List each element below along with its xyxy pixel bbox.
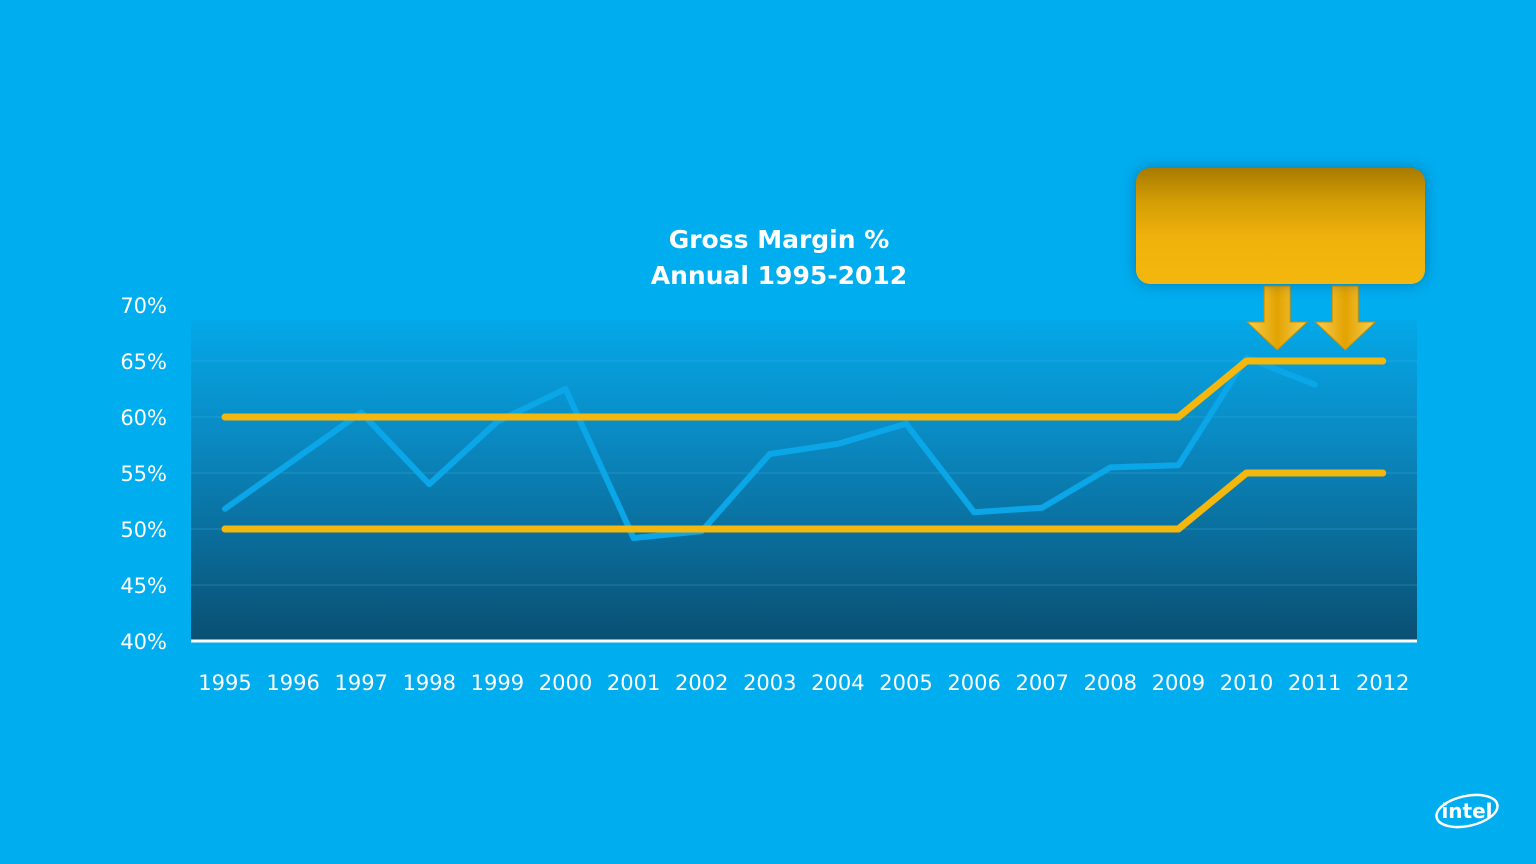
chart-subtitle-line: Annual 1995-2012 <box>650 261 908 290</box>
x-tick-label: 2006 <box>947 671 1000 695</box>
x-tick-label: 1997 <box>334 671 387 695</box>
y-tick-label: 70% <box>120 294 167 318</box>
x-tick-label: 1998 <box>403 671 456 695</box>
chart-title: Gross Margin % Annual 1995-2012 <box>579 222 979 294</box>
x-tick-label: 2005 <box>879 671 932 695</box>
series-layer <box>221 354 1387 541</box>
y-tick-label: 65% <box>120 350 167 374</box>
x-tick-label: 2012 <box>1356 671 1409 695</box>
y-tick-label: 55% <box>120 462 167 486</box>
intel-logo-text: intel <box>1441 799 1492 823</box>
chart-title-line: Gross Margin % <box>668 225 890 254</box>
x-tick-label: 2000 <box>539 671 592 695</box>
x-tick-label: 2002 <box>675 671 728 695</box>
x-tick-label: 2001 <box>607 671 660 695</box>
x-tick-label: 2009 <box>1152 671 1205 695</box>
y-tick-label: 40% <box>120 630 167 654</box>
x-tick-label: 2010 <box>1220 671 1273 695</box>
y-tick-label: 50% <box>120 518 167 542</box>
annotation-arrows <box>1245 285 1377 351</box>
series-line-0 <box>222 354 1318 541</box>
series-line-1 <box>221 357 1387 421</box>
intel-logo-icon: intel <box>1435 793 1499 829</box>
x-tick-label: 1999 <box>471 671 524 695</box>
x-tick-label: 2011 <box>1288 671 1341 695</box>
x-tick-label: 2008 <box>1084 671 1137 695</box>
x-tick-label: 2007 <box>1015 671 1068 695</box>
down-arrow-icon <box>1245 285 1309 351</box>
y-tick-label: 45% <box>120 574 167 598</box>
x-axis-ticks: 1995 1996 1997 1998 1999 2000 2001 2002 2003 2004… <box>198 671 1409 695</box>
y-tick-label: 60% <box>120 406 167 430</box>
x-tick-label: 2003 <box>743 671 796 695</box>
x-tick-label: 1996 <box>266 671 319 695</box>
down-arrow-icon <box>1313 285 1377 351</box>
callout-box <box>1136 168 1425 284</box>
plot-area <box>191 320 1417 641</box>
y-axis-ticks: 70% 65% 60% 55% 50% 45% 40% <box>120 294 167 654</box>
x-tick-label: 1995 <box>198 671 251 695</box>
x-tick-label: 2004 <box>811 671 864 695</box>
series-line-2 <box>221 469 1387 533</box>
